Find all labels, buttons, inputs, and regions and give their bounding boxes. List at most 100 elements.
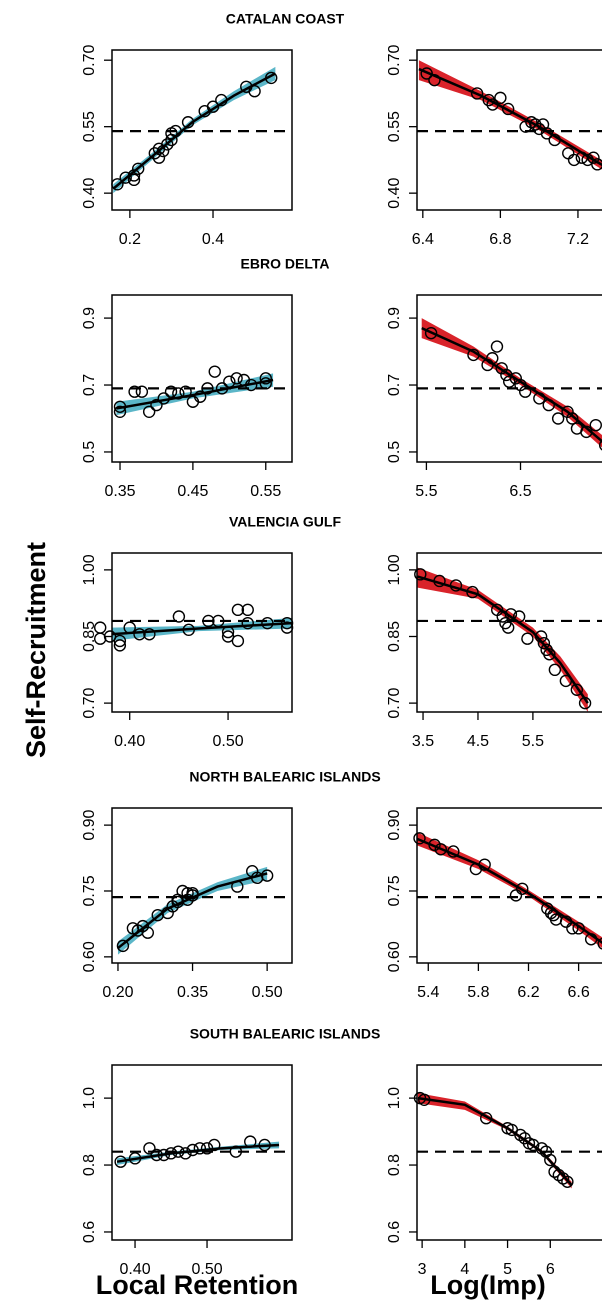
confidence-band xyxy=(417,567,588,712)
y-tick-label: 1.00 xyxy=(386,554,403,585)
x-tick-label: 0.2 xyxy=(119,231,141,248)
y-tick-label: 0.70 xyxy=(386,687,403,718)
confidence-band xyxy=(113,66,276,194)
data-point xyxy=(114,1155,127,1168)
data-point xyxy=(434,843,448,856)
confidence-band xyxy=(421,318,602,448)
x-tick-label: 0.35 xyxy=(177,984,208,1001)
fit-line xyxy=(421,326,602,443)
plot-frame xyxy=(416,294,602,463)
plot-frame xyxy=(111,294,293,463)
y-tick-label: 0.70 xyxy=(386,45,403,76)
x-tick-label: 6.2 xyxy=(517,984,539,1001)
data-point xyxy=(589,418,602,432)
data-point xyxy=(164,385,178,398)
y-tick-label: 0.75 xyxy=(81,875,98,906)
data-point xyxy=(161,138,174,151)
data-point xyxy=(259,372,272,385)
y-tick-label: 0.60 xyxy=(386,941,403,972)
data-point xyxy=(490,340,504,353)
data-point xyxy=(591,158,602,171)
y-tick-label: 1.0 xyxy=(386,1087,403,1109)
x-tick-label: 0.40 xyxy=(119,1261,150,1278)
plot-frame xyxy=(111,49,293,211)
x-tick-label: 0.55 xyxy=(250,483,281,500)
y-axis-label: Self-Recruitment xyxy=(21,542,51,758)
data-point xyxy=(128,385,141,398)
data-point xyxy=(127,173,141,187)
x-tick-label: 5.5 xyxy=(415,483,437,500)
x-tick-label: 5.8 xyxy=(467,984,489,1001)
y-tick-label: 0.40 xyxy=(386,177,403,208)
fit-line xyxy=(418,67,602,167)
fit-line xyxy=(417,575,589,704)
data-point xyxy=(165,133,178,147)
y-tick-label: 0.90 xyxy=(386,809,403,840)
y-tick-label: 0.9 xyxy=(81,307,98,329)
data-point xyxy=(142,405,156,418)
data-point xyxy=(231,603,245,617)
data-point xyxy=(202,614,215,628)
data-point xyxy=(567,153,581,167)
data-point xyxy=(208,1138,221,1152)
panel-title: CATALAN COAST xyxy=(226,11,345,27)
x-tick-label: 4 xyxy=(460,1261,469,1278)
data-point xyxy=(141,926,155,939)
data-point xyxy=(241,603,254,617)
y-tick-label: 0.55 xyxy=(386,111,403,142)
x-axis-label: Log(Imp) xyxy=(430,1270,545,1300)
y-tick-label: 0.5 xyxy=(386,441,403,463)
data-point xyxy=(514,1128,527,1142)
x-tick-label: 3 xyxy=(418,1261,427,1278)
x-tick-label: 0.45 xyxy=(177,483,208,500)
data-point xyxy=(150,398,163,412)
fit-line xyxy=(112,621,292,636)
x-tick-label: 0.50 xyxy=(191,1261,222,1278)
fit-line xyxy=(117,872,268,950)
data-point xyxy=(509,889,523,902)
data-point xyxy=(543,648,556,661)
plot-frame xyxy=(416,1064,602,1241)
data-point xyxy=(113,634,127,648)
data-point xyxy=(572,922,585,935)
x-tick-label: 3.5 xyxy=(412,733,434,750)
data-point xyxy=(172,610,186,623)
data-point xyxy=(424,326,438,340)
data-point xyxy=(113,639,127,652)
panel-title: SOUTH BALEARIC ISLANDS xyxy=(190,1026,381,1042)
data-point xyxy=(526,1138,540,1152)
x-tick-label: 0.40 xyxy=(114,733,145,750)
y-tick-label: 1.0 xyxy=(81,1087,98,1109)
y-tick-label: 0.40 xyxy=(81,177,98,208)
panel-title: VALENCIA GULF xyxy=(229,514,341,530)
data-point xyxy=(562,147,575,160)
data-point xyxy=(135,385,149,398)
fit-line xyxy=(112,72,276,190)
data-point xyxy=(113,405,127,418)
fit-line xyxy=(417,837,602,945)
x-tick-label: 6.6 xyxy=(567,984,589,1001)
y-tick-label: 0.85 xyxy=(81,621,98,652)
data-point xyxy=(519,385,532,398)
data-point xyxy=(201,382,214,395)
data-point xyxy=(229,1145,243,1158)
data-point xyxy=(133,628,146,641)
x-tick-label: 7.2 xyxy=(567,231,589,248)
y-tick-label: 0.6 xyxy=(386,1221,403,1243)
plot-frame xyxy=(416,49,602,211)
panel-title: EBRO DELTA xyxy=(241,256,330,272)
data-point xyxy=(230,372,243,385)
plot-frame xyxy=(111,552,293,713)
data-point xyxy=(503,375,516,388)
data-point xyxy=(551,412,565,425)
fit-line xyxy=(417,1096,573,1186)
data-point xyxy=(501,102,515,116)
data-point xyxy=(598,439,602,451)
data-point xyxy=(482,93,495,107)
x-tick-label: 6.5 xyxy=(509,483,531,500)
data-point xyxy=(570,683,584,696)
data-point xyxy=(241,616,254,630)
y-tick-label: 0.7 xyxy=(81,374,98,396)
data-point xyxy=(494,91,507,105)
